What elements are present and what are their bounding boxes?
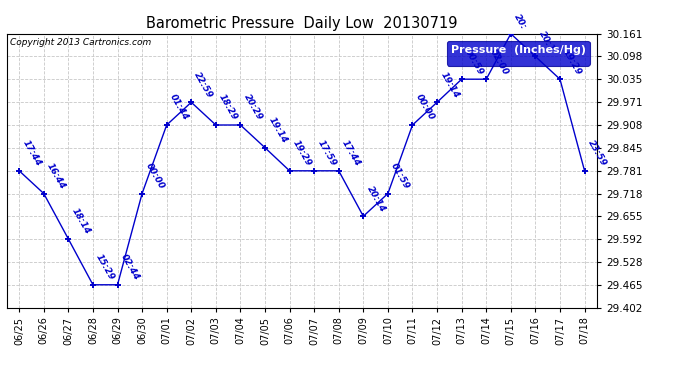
- Text: 00:59: 00:59: [463, 47, 485, 76]
- Text: 19:29: 19:29: [291, 139, 313, 168]
- Text: 17:44: 17:44: [21, 139, 43, 168]
- Text: 20:: 20:: [512, 12, 528, 31]
- Title: Barometric Pressure  Daily Low  20130719: Barometric Pressure Daily Low 20130719: [146, 16, 457, 31]
- Text: 23:59: 23:59: [586, 139, 608, 168]
- Text: 22:59: 22:59: [193, 70, 215, 99]
- Text: 00:00: 00:00: [414, 93, 436, 122]
- Legend: : [446, 41, 590, 66]
- Text: 18:14: 18:14: [70, 207, 92, 236]
- Text: Copyright 2013 Cartronics.com: Copyright 2013 Cartronics.com: [10, 38, 151, 47]
- Text: 00:00: 00:00: [144, 162, 166, 191]
- Text: 18:29: 18:29: [217, 93, 239, 122]
- Text: 19:14: 19:14: [266, 116, 288, 145]
- Text: 19:14: 19:14: [438, 70, 460, 99]
- Text: 17:44: 17:44: [340, 139, 362, 168]
- Text: 20:14: 20:14: [365, 184, 387, 213]
- Text: 19:29: 19:29: [562, 47, 584, 76]
- Text: 02:00: 02:00: [488, 47, 510, 76]
- Text: 15:29: 15:29: [95, 253, 117, 282]
- Text: 17:59: 17:59: [315, 139, 337, 168]
- Text: 01:44: 01:44: [168, 93, 190, 122]
- Text: 16:44: 16:44: [45, 162, 67, 191]
- Text: 20:29: 20:29: [241, 93, 264, 122]
- Text: 01:59: 01:59: [389, 162, 411, 191]
- Text: 02:44: 02:44: [119, 253, 141, 282]
- Text: 20:1: 20:1: [537, 30, 555, 54]
